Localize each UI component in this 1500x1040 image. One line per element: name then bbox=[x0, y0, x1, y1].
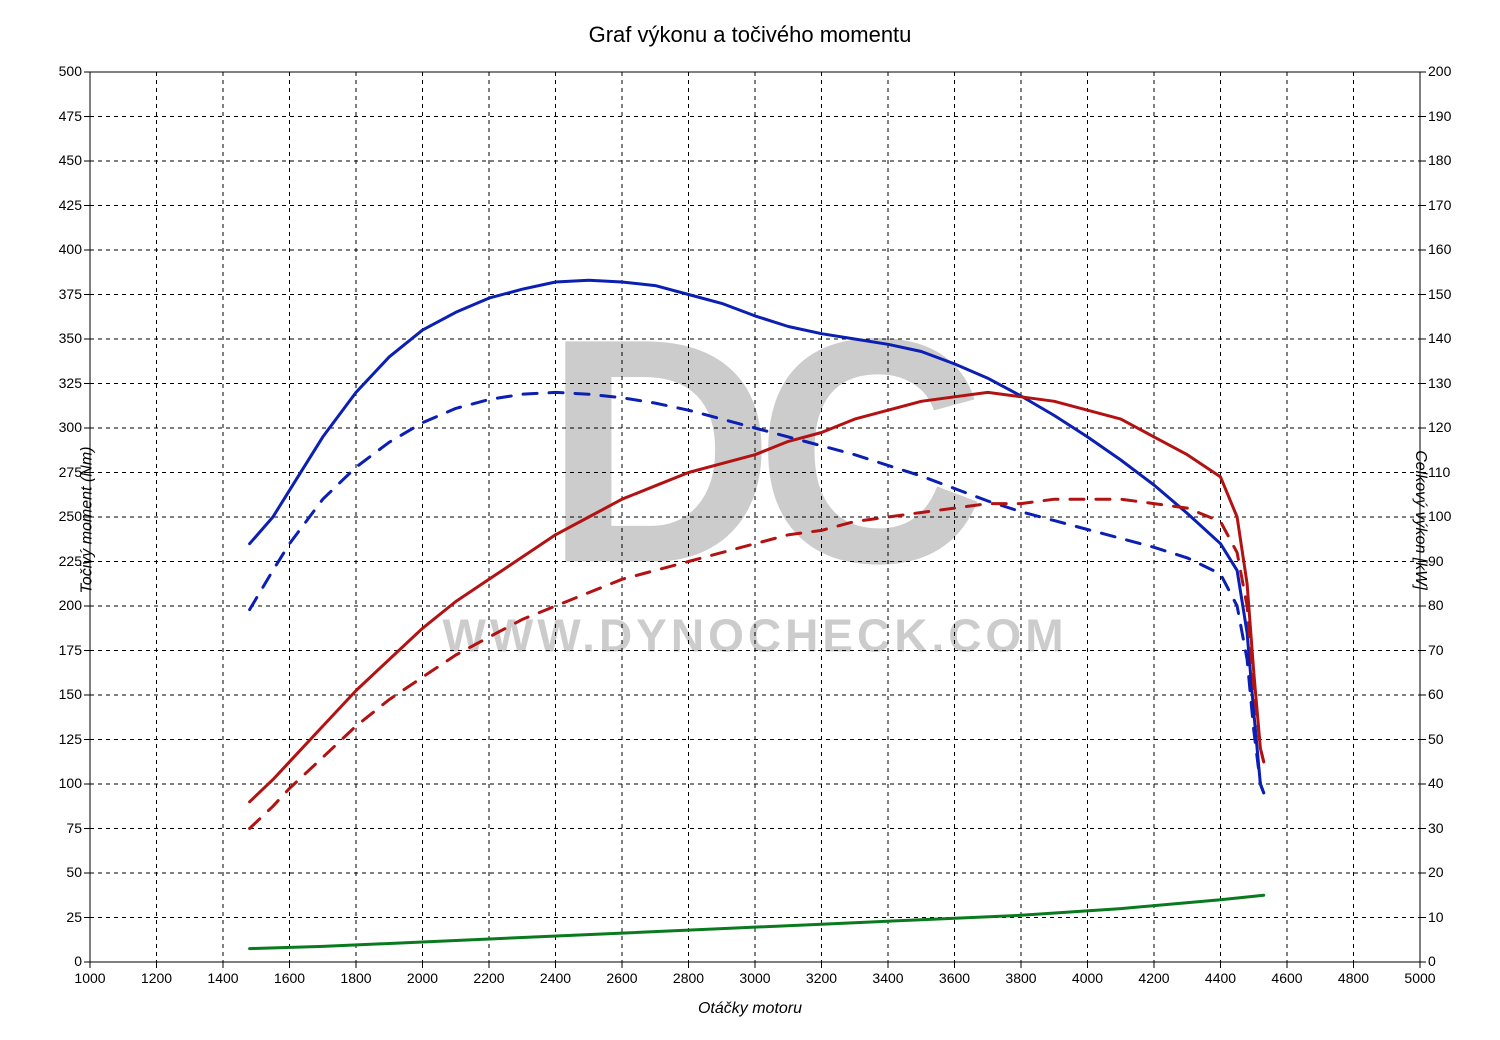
y-right-tick-label: 150 bbox=[1428, 286, 1451, 302]
y-left-tick-label: 425 bbox=[59, 197, 82, 213]
y-left-tick-label: 150 bbox=[59, 686, 82, 702]
x-tick-label: 2200 bbox=[469, 970, 509, 986]
y-left-tick-label: 100 bbox=[59, 775, 82, 791]
y-left-tick-label: 50 bbox=[66, 864, 82, 880]
y-left-tick-label: 0 bbox=[74, 953, 82, 969]
y-right-tick-label: 50 bbox=[1428, 731, 1444, 747]
y-right-tick-label: 160 bbox=[1428, 241, 1451, 257]
y-right-tick-label: 200 bbox=[1428, 63, 1451, 79]
y-right-tick-label: 180 bbox=[1428, 152, 1451, 168]
y-left-tick-label: 400 bbox=[59, 241, 82, 257]
y-right-tick-label: 110 bbox=[1428, 464, 1450, 480]
x-tick-label: 4400 bbox=[1201, 970, 1241, 986]
dyno-chart: Graf výkonu a točivého momentu Točivý mo… bbox=[0, 0, 1500, 1040]
y-right-tick-label: 90 bbox=[1428, 553, 1444, 569]
y-left-tick-label: 25 bbox=[66, 909, 82, 925]
y-right-tick-label: 80 bbox=[1428, 597, 1444, 613]
y-right-tick-label: 0 bbox=[1428, 953, 1436, 969]
x-tick-label: 2800 bbox=[669, 970, 709, 986]
x-tick-label: 5000 bbox=[1400, 970, 1440, 986]
x-tick-label: 3000 bbox=[735, 970, 775, 986]
y-left-tick-label: 375 bbox=[59, 286, 82, 302]
y-right-tick-label: 190 bbox=[1428, 108, 1451, 124]
x-tick-label: 4800 bbox=[1334, 970, 1374, 986]
x-tick-label: 3400 bbox=[868, 970, 908, 986]
y-right-tick-label: 70 bbox=[1428, 642, 1444, 658]
x-tick-label: 1200 bbox=[137, 970, 177, 986]
x-tick-label: 1400 bbox=[203, 970, 243, 986]
y-left-tick-label: 175 bbox=[59, 642, 82, 658]
y-left-tick-label: 275 bbox=[59, 464, 82, 480]
y-left-tick-label: 350 bbox=[59, 330, 82, 346]
y-right-tick-label: 120 bbox=[1428, 419, 1451, 435]
y-left-tick-label: 475 bbox=[59, 108, 82, 124]
y-left-tick-label: 300 bbox=[59, 419, 82, 435]
y-right-tick-label: 20 bbox=[1428, 864, 1444, 880]
x-tick-label: 2400 bbox=[536, 970, 576, 986]
y-left-tick-label: 125 bbox=[59, 731, 82, 747]
x-tick-label: 1000 bbox=[70, 970, 110, 986]
x-tick-label: 3600 bbox=[935, 970, 975, 986]
y-left-tick-label: 75 bbox=[66, 820, 82, 836]
y-right-tick-label: 130 bbox=[1428, 375, 1451, 391]
y-left-tick-label: 450 bbox=[59, 152, 82, 168]
y-left-tick-label: 325 bbox=[59, 375, 82, 391]
y-left-tick-label: 500 bbox=[59, 63, 82, 79]
series-loss-green bbox=[250, 895, 1264, 948]
y-left-tick-label: 250 bbox=[59, 508, 82, 524]
y-right-tick-label: 140 bbox=[1428, 330, 1451, 346]
x-tick-label: 2000 bbox=[403, 970, 443, 986]
y-left-tick-label: 225 bbox=[59, 553, 82, 569]
y-right-tick-label: 40 bbox=[1428, 775, 1444, 791]
x-tick-label: 1600 bbox=[270, 970, 310, 986]
x-tick-label: 2600 bbox=[602, 970, 642, 986]
y-right-tick-label: 10 bbox=[1428, 909, 1444, 925]
x-tick-label: 4600 bbox=[1267, 970, 1307, 986]
y-right-tick-label: 170 bbox=[1428, 197, 1451, 213]
y-right-tick-label: 60 bbox=[1428, 686, 1444, 702]
plot-svg: DCWWW.DYNOCHECK.COM bbox=[0, 0, 1500, 1040]
y-right-tick-label: 30 bbox=[1428, 820, 1444, 836]
x-tick-label: 1800 bbox=[336, 970, 376, 986]
x-tick-label: 3800 bbox=[1001, 970, 1041, 986]
y-right-tick-label: 100 bbox=[1428, 508, 1451, 524]
x-tick-label: 4000 bbox=[1068, 970, 1108, 986]
y-left-tick-label: 200 bbox=[59, 597, 82, 613]
x-tick-label: 3200 bbox=[802, 970, 842, 986]
x-tick-label: 4200 bbox=[1134, 970, 1174, 986]
